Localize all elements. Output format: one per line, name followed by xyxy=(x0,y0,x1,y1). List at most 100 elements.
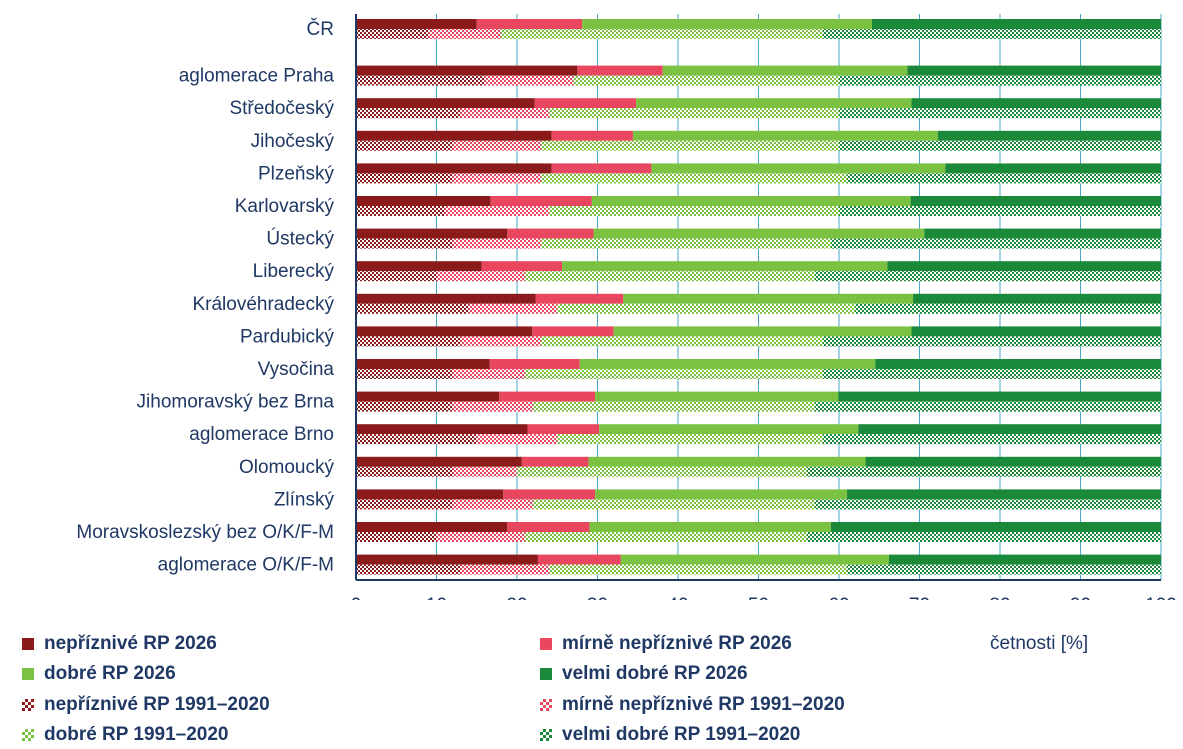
bar-segment xyxy=(557,434,823,445)
chart-bars xyxy=(356,19,1161,575)
bar-segment xyxy=(913,293,1161,304)
bar-segment xyxy=(507,228,594,239)
category-label: Ústecký xyxy=(266,228,334,250)
bar-segment xyxy=(356,228,508,239)
bar-segment xyxy=(452,401,534,412)
bar-segment xyxy=(503,489,596,500)
category-label: aglomerace O/K/F-M xyxy=(158,555,334,576)
legend-label: mírně nepříznivé RP 2026 xyxy=(562,633,792,654)
bar-segment xyxy=(517,466,807,477)
bar-segment xyxy=(872,19,1161,29)
bar-segment xyxy=(436,532,526,542)
bar-segment xyxy=(356,98,535,109)
bar-segment xyxy=(452,173,542,184)
legend-label: nepříznivé RP 1991–2020 xyxy=(44,694,270,715)
legend-label: dobré RP 1991–2020 xyxy=(44,724,229,745)
bar-segment xyxy=(460,108,550,119)
legend-item: velmi dobré RP 1991–2020 xyxy=(540,724,800,746)
bar-segment xyxy=(356,261,482,272)
category-label: Moravskoslezský bez O/K/F-M xyxy=(76,522,334,543)
bar-segment xyxy=(460,336,542,347)
category-label: aglomerace Praha xyxy=(179,66,335,87)
bar-segment xyxy=(535,293,624,304)
bar-segment xyxy=(551,163,652,174)
bar-segment xyxy=(636,98,912,109)
category-label: Královéhradecký xyxy=(192,294,334,315)
x-tick-label: 50 xyxy=(748,595,769,600)
bar-segment xyxy=(356,173,453,184)
bar-segment xyxy=(356,532,437,542)
bar-segment xyxy=(481,261,563,272)
bar-segment xyxy=(468,303,558,314)
bar-segment xyxy=(911,326,1161,337)
legend-swatch xyxy=(22,699,34,711)
bar-segment xyxy=(452,369,526,379)
x-tick-label: 10 xyxy=(426,595,447,600)
bar-segment xyxy=(595,489,848,500)
legend-swatch xyxy=(22,729,34,741)
bar-segment xyxy=(557,303,856,314)
bar-segment xyxy=(356,564,461,575)
bar-segment xyxy=(814,499,1161,510)
bar-segment xyxy=(537,554,621,565)
x-tick-label: 0 xyxy=(351,595,362,600)
bar-segment xyxy=(356,336,461,347)
bar-segment xyxy=(549,564,848,575)
bar-segment xyxy=(533,401,815,412)
bar-segment xyxy=(541,238,831,249)
bar-segment xyxy=(356,140,453,151)
bar-segment xyxy=(525,369,823,379)
bar-segment xyxy=(591,196,911,206)
bar-segment xyxy=(589,522,831,532)
bar-segment xyxy=(533,499,815,510)
bar-segment xyxy=(888,554,1161,565)
x-tick-label: 30 xyxy=(587,595,608,600)
bar-segment xyxy=(532,326,614,337)
bar-segment xyxy=(452,466,517,477)
category-label: Plzeňský xyxy=(258,163,335,184)
legend-item: mírně nepříznivé RP 2026 xyxy=(540,633,792,655)
legend-swatch xyxy=(540,699,552,711)
bar-segment xyxy=(579,359,876,369)
bar-segment xyxy=(490,196,592,206)
bar-segment xyxy=(911,98,1161,109)
category-label: Středočeský xyxy=(229,98,334,119)
bar-segment xyxy=(356,293,536,304)
bar-segment xyxy=(534,98,637,109)
bar-segment xyxy=(356,522,508,532)
x-tick-label: 100 xyxy=(1145,595,1177,600)
legend-item: velmi dobré RP 2026 xyxy=(540,663,748,685)
bar-segment xyxy=(623,293,914,304)
bar-segment xyxy=(620,554,889,565)
bar-segment xyxy=(541,336,823,347)
bar-segment xyxy=(573,75,839,86)
bar-segment xyxy=(839,140,1161,151)
bar-segment xyxy=(356,206,445,216)
bar-segment xyxy=(499,391,596,402)
bar-segment xyxy=(356,489,504,500)
bar-segment xyxy=(887,261,1161,272)
bar-segment xyxy=(838,391,1161,402)
bar-segment xyxy=(924,228,1161,239)
bar-segment xyxy=(847,489,1161,500)
bar-segment xyxy=(847,173,1161,184)
bar-segment xyxy=(356,434,477,445)
bar-segment xyxy=(356,75,485,86)
x-tick-label: 70 xyxy=(909,595,930,600)
category-label: Olomoucký xyxy=(239,457,335,478)
category-label: ČR xyxy=(307,18,334,40)
bar-segment xyxy=(356,466,453,477)
bar-segment xyxy=(549,206,839,216)
bar-segment xyxy=(525,532,807,542)
bar-segment xyxy=(356,29,429,39)
bar-segment xyxy=(507,522,590,532)
chart: ČR aglomerace Praha Středočeský Jihočeský Pl… xyxy=(76,14,1177,600)
legend-label: nepříznivé RP 2026 xyxy=(44,633,217,654)
bar-segment xyxy=(356,401,453,412)
bar-segment xyxy=(476,19,583,29)
category-label: aglomerace Brno xyxy=(189,424,334,445)
bar-segment xyxy=(356,108,461,119)
bar-segment xyxy=(356,303,469,314)
bar-segment xyxy=(452,499,534,510)
legend-swatch xyxy=(22,668,34,680)
